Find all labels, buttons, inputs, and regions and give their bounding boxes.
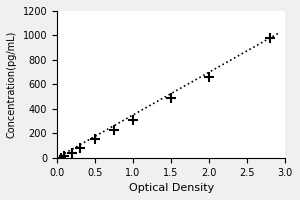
X-axis label: Optical Density: Optical Density — [128, 183, 214, 193]
Y-axis label: Concentration(pg/mL): Concentration(pg/mL) — [7, 31, 17, 138]
